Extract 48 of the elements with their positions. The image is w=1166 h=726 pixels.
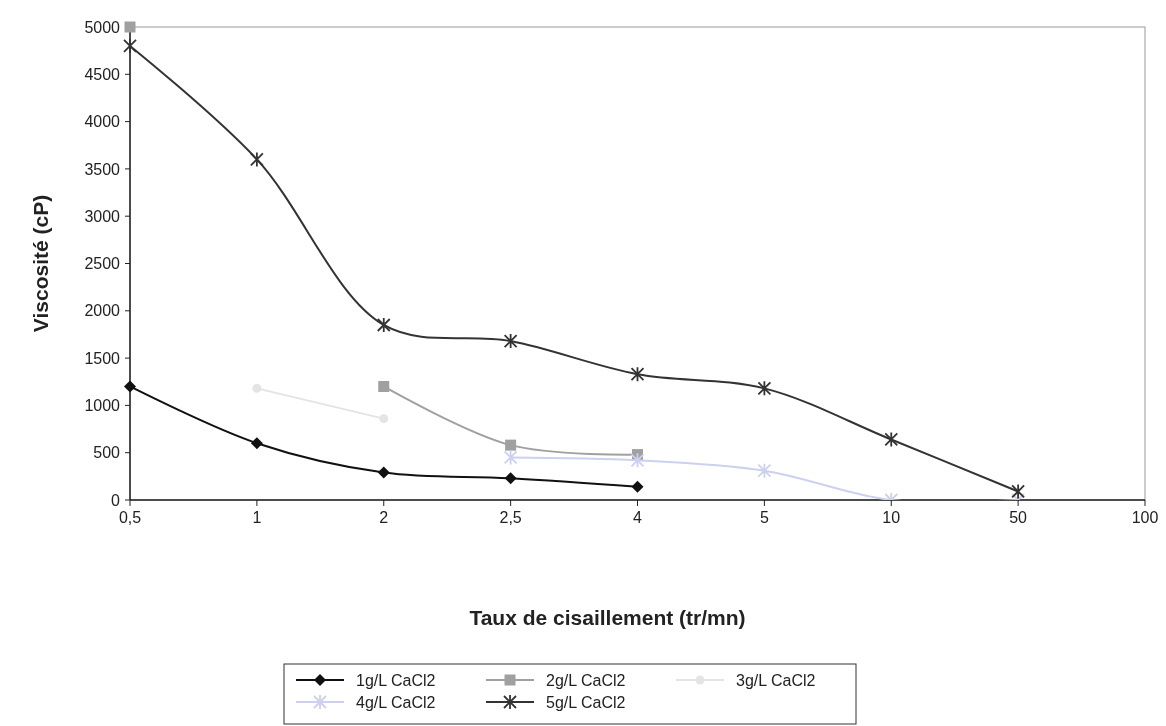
y-tick-label: 2500 xyxy=(84,255,121,273)
x-tick-label: 4 xyxy=(633,509,643,526)
point xyxy=(631,480,644,493)
x-tick-label: 10 xyxy=(882,509,901,526)
y-tick-label: 4000 xyxy=(84,113,121,131)
legend-label: 5g/L CaCl2 xyxy=(546,693,626,711)
legend-label: 4g/L CaCl2 xyxy=(356,693,436,711)
x-tick-label: 1 xyxy=(252,509,262,526)
y-tick-label: 3000 xyxy=(84,207,121,225)
point xyxy=(503,333,518,349)
y-tick-label: 1000 xyxy=(84,397,121,414)
point xyxy=(884,431,899,448)
point xyxy=(757,380,772,397)
x-tick-label: 2 xyxy=(379,509,389,526)
legend-label: 2g/L CaCl2 xyxy=(546,671,626,689)
y-axis-title: Viscosité (cP) xyxy=(29,194,52,333)
point xyxy=(250,437,263,450)
x-tick-label: 5 xyxy=(759,509,769,526)
y-tick-label: 3500 xyxy=(84,160,121,178)
point xyxy=(124,380,136,393)
point xyxy=(123,38,137,54)
point xyxy=(757,462,772,479)
point xyxy=(376,317,391,333)
x-tick-label: 0,5 xyxy=(118,509,142,526)
x-tick-label: 50 xyxy=(1009,509,1028,526)
point xyxy=(249,151,264,168)
point xyxy=(378,380,390,392)
point xyxy=(124,21,136,33)
point xyxy=(503,449,518,466)
point xyxy=(1011,483,1026,500)
y-tick-label: 500 xyxy=(93,444,121,462)
point xyxy=(505,439,517,451)
y-tick-label: 0 xyxy=(111,491,121,509)
legend-label: 1g/L CaCl2 xyxy=(356,671,436,689)
legend-label: 3g/L CaCl2 xyxy=(736,671,816,689)
point xyxy=(630,366,645,383)
point xyxy=(377,466,390,479)
y-tick-label: 1500 xyxy=(84,349,121,367)
y-tick-label: 5000 xyxy=(84,18,121,36)
x-tick-label: 2,5 xyxy=(499,509,522,526)
point xyxy=(252,383,262,393)
x-tick-label: 100 xyxy=(1131,509,1159,526)
y-tick-label: 4500 xyxy=(84,65,121,83)
point xyxy=(379,414,389,424)
point xyxy=(504,472,517,485)
point xyxy=(630,452,645,469)
x-axis-title: Taux de cisaillement (tr/mn) xyxy=(469,606,746,629)
y-tick-label: 2000 xyxy=(84,302,121,320)
